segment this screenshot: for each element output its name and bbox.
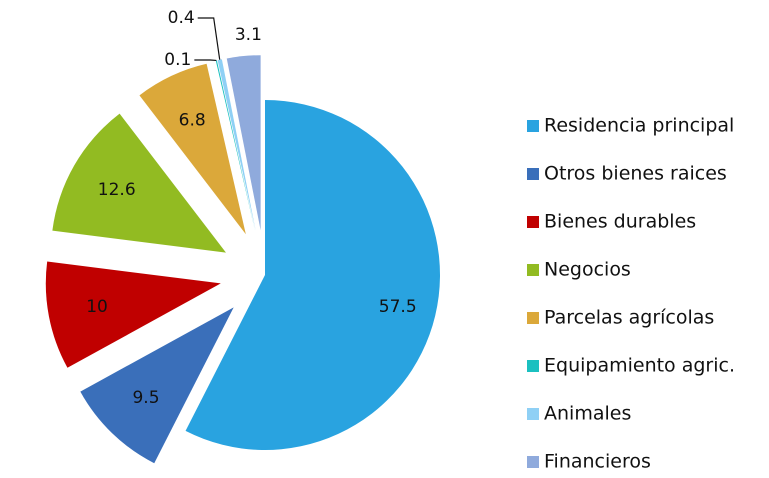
legend-swatch (527, 120, 539, 132)
pie-slice (52, 113, 226, 253)
pie-slice (217, 59, 256, 231)
legend-label: Negocios (544, 259, 631, 281)
legend-label: Otros bienes raices (544, 163, 727, 185)
legend-swatch (527, 264, 539, 276)
legend-swatch (527, 168, 539, 180)
data-label: 57.5 (379, 297, 417, 317)
legend-label: Animales (544, 403, 631, 425)
legend-label: Financieros (544, 451, 651, 473)
legend-swatch (527, 216, 539, 228)
pie-slice (45, 261, 221, 368)
legend-swatch (527, 408, 539, 420)
pie-slice (215, 60, 256, 232)
pie-slice (139, 63, 246, 235)
data-label: 3.1 (235, 25, 262, 45)
pie-slice (185, 100, 440, 450)
legend-label: Parcelas agrícolas (544, 307, 714, 329)
legend-label: Residencia principal (544, 115, 734, 137)
data-label: 10 (86, 297, 108, 317)
data-label: 12.6 (98, 180, 136, 200)
data-label: 9.5 (132, 388, 159, 408)
legend-swatch (527, 456, 539, 468)
legend-label: Equipamiento agric. (544, 355, 735, 377)
legend-swatch (527, 360, 539, 372)
data-label: 6.8 (179, 110, 206, 130)
data-label: 0.4 (168, 8, 195, 28)
pie-slice (80, 307, 234, 464)
pie-slice (226, 55, 261, 231)
legend-swatch (527, 312, 539, 324)
legend-label: Bienes durables (544, 211, 696, 233)
data-label: 0.1 (164, 50, 191, 70)
leader-line (197, 17, 221, 60)
